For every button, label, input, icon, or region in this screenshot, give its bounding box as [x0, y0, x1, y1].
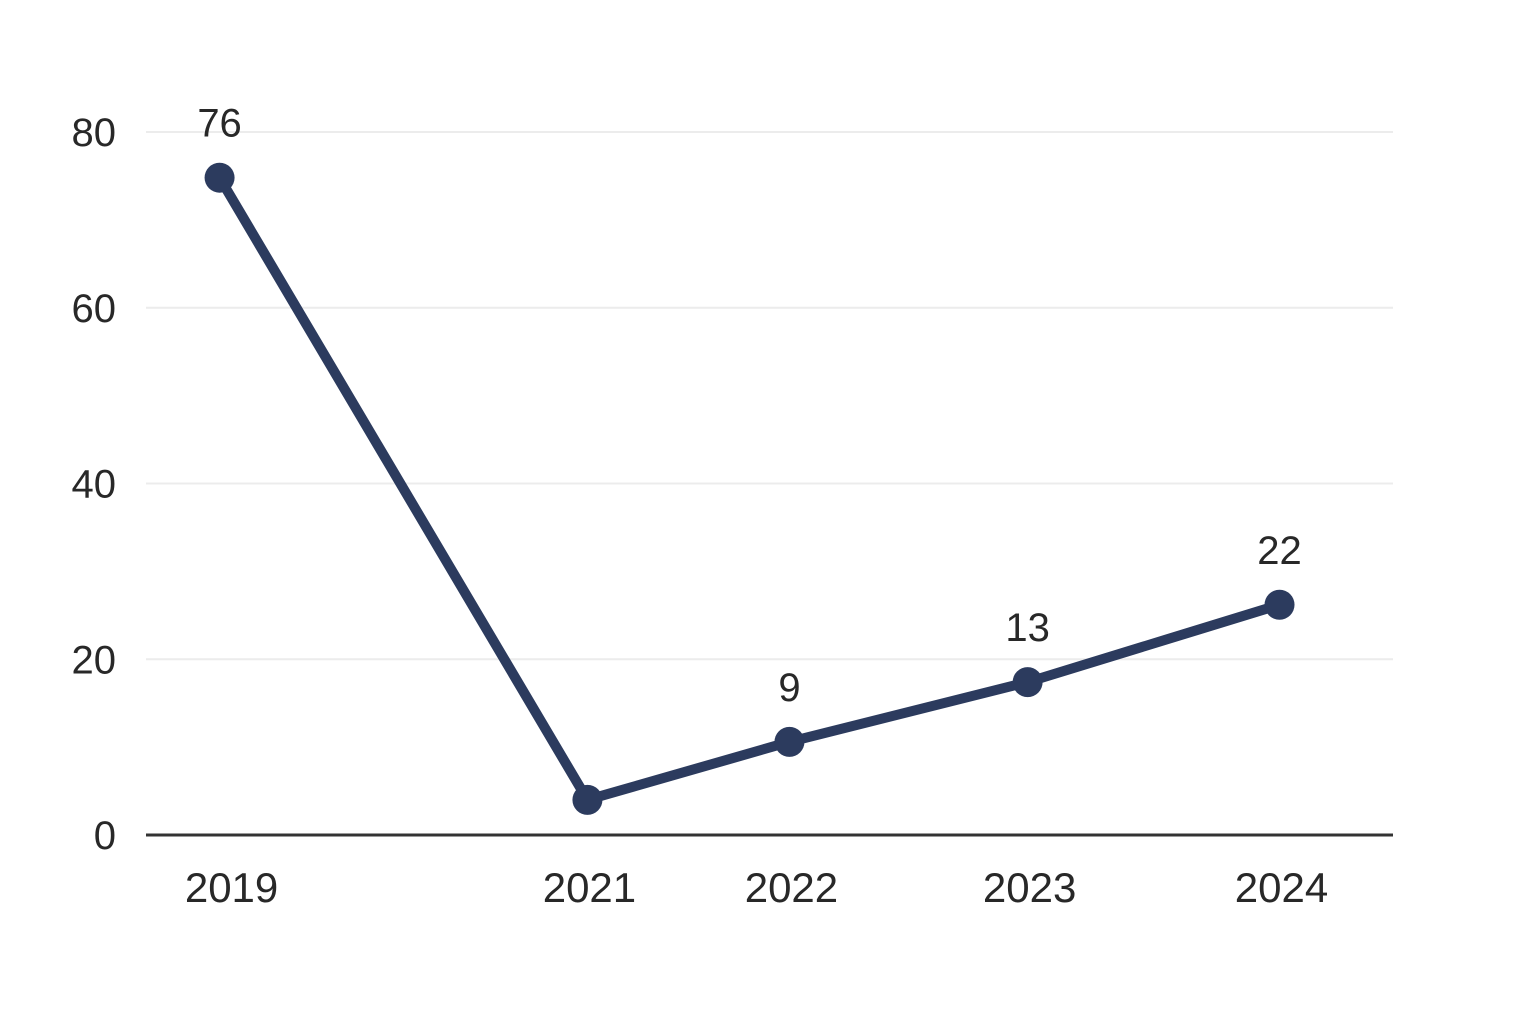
data-point	[204, 162, 235, 193]
x-tick-label: 2021	[543, 864, 636, 911]
x-tick-label: 2023	[983, 864, 1076, 911]
y-tick-label: 60	[72, 287, 117, 331]
data-point	[1012, 667, 1043, 698]
data-label: 22	[1257, 529, 1302, 573]
x-tick-label: 2022	[745, 864, 838, 911]
x-tick-label: 2024	[1235, 864, 1328, 911]
data-point	[774, 726, 805, 757]
data-label: 76	[197, 102, 242, 146]
y-tick-label: 0	[94, 814, 116, 858]
y-tick-label: 40	[72, 463, 117, 507]
x-tick-label: 2019	[185, 864, 278, 911]
y-tick-label: 80	[72, 111, 117, 155]
series-line	[214, 172, 1285, 805]
data-label: 13	[1005, 606, 1050, 650]
data-label: 9	[778, 666, 800, 710]
y-tick-label: 20	[72, 638, 117, 682]
data-point	[572, 784, 603, 815]
data-point	[1264, 589, 1295, 620]
